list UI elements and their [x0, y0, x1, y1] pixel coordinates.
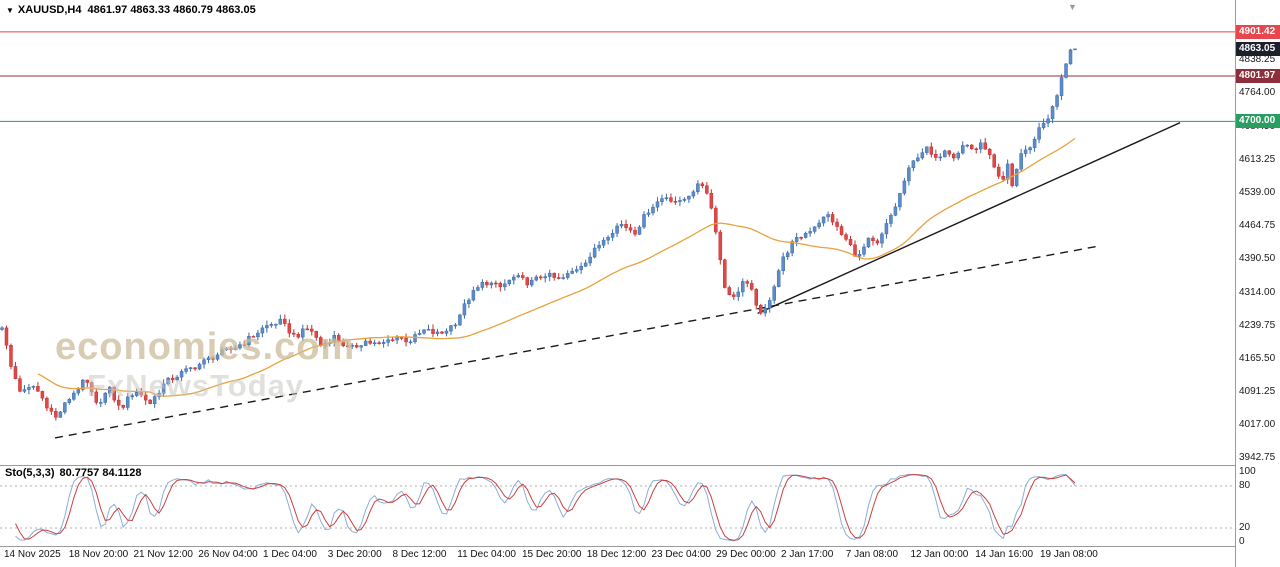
time-axis-separator: [0, 546, 1280, 547]
time-axis-label: 21 Nov 12:00: [133, 549, 194, 560]
time-axis-label: 29 Dec 00:00: [716, 549, 776, 560]
time-axis-label: 11 Dec 04:00: [457, 549, 516, 560]
pane-separator[interactable]: [0, 465, 1236, 466]
time-scale[interactable]: 14 Nov 2025 18 Nov 20:00 21 Nov 12:00 26 No…: [0, 547, 1236, 567]
price-tick-label: 4390.50: [1239, 252, 1276, 264]
stochastic-signal-line: [15, 474, 1076, 541]
indicator-values: 80.7757 84.1128: [59, 467, 142, 479]
dashed-trendline[interactable]: [54, 245, 1101, 439]
price-tick-label: 4091.25: [1239, 385, 1276, 397]
price-tick-label: 4017.00: [1239, 418, 1276, 430]
price-line-badge: 4901.42: [1236, 24, 1280, 39]
symbol-label: XAUUSD,H4: [17, 4, 82, 16]
stochastic-chart-canvas[interactable]: [0, 466, 1236, 546]
time-axis-label: 23 Dec 04:00: [651, 549, 712, 560]
stoch-scale-label: 100: [1239, 466, 1256, 477]
current-price-badge: 4863.05: [1236, 41, 1280, 56]
time-axis-label: 8 Dec 12:00: [392, 549, 447, 560]
main-chart-canvas[interactable]: [0, 0, 1236, 465]
price-line-badge: 4801.97: [1236, 69, 1280, 84]
time-axis-label: 14 Jan 16:00: [975, 549, 1034, 560]
price-tick-label: 4464.75: [1239, 219, 1276, 231]
price-line-badge: 4700.00: [1236, 114, 1280, 129]
indicator-label: Sto(5,3,3) 80.7757 84.1128: [5, 467, 147, 479]
chart-shift-marker-icon[interactable]: ▼: [1068, 2, 1077, 12]
stoch-scale-label: 0: [1239, 536, 1245, 547]
solid-trendline[interactable]: [757, 122, 1181, 315]
ohlc-readout: 4861.97 4863.33 4860.79 4863.05: [87, 4, 256, 16]
stochastic-main-line: [15, 473, 1076, 542]
time-axis-label: 2 Jan 17:00: [781, 549, 834, 560]
price-tick-label: 4539.00: [1239, 186, 1276, 198]
price-tick-label: 4314.00: [1239, 286, 1276, 298]
price-tick-label: 3942.75: [1239, 452, 1276, 463]
indicator-name: Sto(5,3,3): [5, 467, 55, 479]
price-tick-label: 4613.25: [1239, 153, 1276, 165]
price-tick-label: 4239.75: [1239, 319, 1276, 331]
price-tick-label: 4764.00: [1239, 86, 1276, 98]
time-axis-label: 7 Jan 08:00: [845, 549, 899, 560]
price-scale[interactable]: 4838.254764.004687.504613.254539.004464.…: [1235, 0, 1280, 567]
candles-series: [0, 48, 1077, 421]
time-axis-label: 19 Jan 08:00: [1040, 549, 1098, 560]
stoch-scale-label: 20: [1239, 522, 1251, 533]
time-axis-label: 15 Dec 20:00: [522, 549, 582, 560]
moving-average-line[interactable]: [37, 137, 1076, 397]
time-axis-label: 18 Nov 20:00: [68, 549, 129, 560]
time-axis-label: 12 Jan 00:00: [910, 549, 969, 560]
time-axis-label: 26 Nov 04:00: [198, 549, 258, 560]
time-axis-label: 18 Dec 12:00: [586, 549, 647, 560]
price-tick-label: 4165.50: [1239, 352, 1276, 364]
stoch-scale-label: 80: [1239, 480, 1251, 491]
time-axis-label: 3 Dec 20:00: [327, 549, 382, 560]
time-axis-label: 1 Dec 04:00: [263, 549, 317, 560]
time-axis-label: 14 Nov 2025: [4, 549, 61, 560]
symbol-dropdown-icon[interactable]: ▼: [6, 6, 14, 15]
price-tick-label: 4838.25: [1239, 53, 1276, 65]
chart-header: ▼ XAUUSD,H4 4861.97 4863.33 4860.79 4863.0…: [6, 4, 256, 16]
